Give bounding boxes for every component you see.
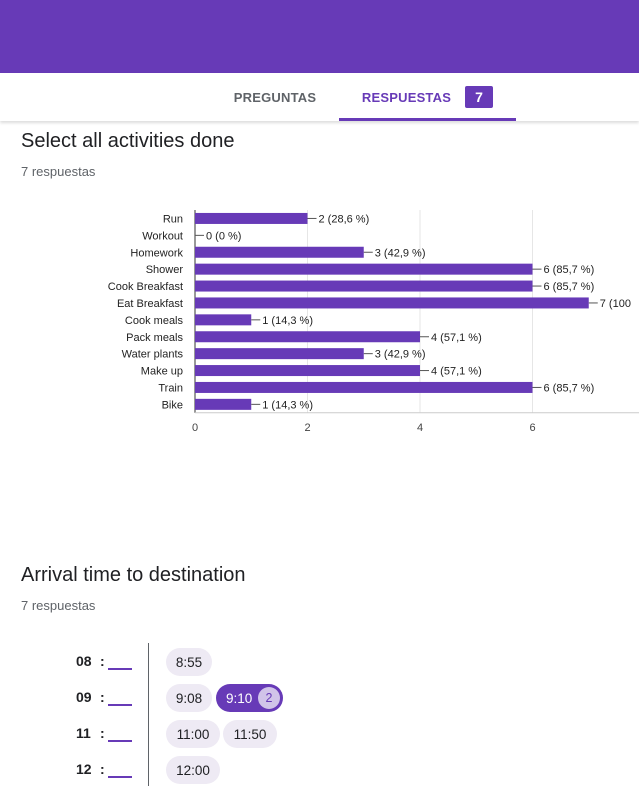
time-chip[interactable]: 11:00 (166, 720, 220, 748)
data-label: 1 (14,3 %) (262, 399, 313, 411)
data-label: 1 (14,3 %) (262, 315, 313, 327)
category-label: Bike (162, 399, 183, 411)
category-label: Homework (130, 247, 183, 259)
tab-questions-label: PREGUNTAS (233, 89, 317, 105)
tab-responses[interactable]: RESPUESTAS 7 (339, 73, 516, 121)
time-chip[interactable]: 12:00 (166, 756, 220, 784)
data-label: 2 (28,6 %) (319, 213, 370, 225)
hour-separator: : (100, 653, 105, 669)
hour-label: 11 (76, 725, 91, 741)
data-label: 6 (85,7 %) (544, 264, 595, 276)
x-tick-label: 2 (304, 422, 310, 434)
time-chip-count: 2 (258, 687, 280, 709)
bar (195, 212, 308, 224)
time-divider (148, 643, 149, 786)
bar (195, 398, 252, 410)
minute-underline (108, 668, 132, 670)
category-label: Water plants (122, 349, 184, 361)
category-label: Eat Breakfast (117, 298, 183, 310)
data-label: 0 (0 %) (206, 230, 241, 242)
time-chip[interactable]: 11:50 (223, 720, 277, 748)
tab-bar: PREGUNTAS RESPUESTAS 7 (0, 73, 639, 121)
bar (195, 280, 533, 292)
data-label: 4 (57,1 %) (431, 332, 482, 344)
bar (195, 297, 589, 309)
x-tick-label: 0 (192, 422, 198, 434)
category-label: Cook meals (125, 315, 184, 327)
bar (195, 348, 364, 360)
header-banner (0, 0, 639, 73)
time-chip-label: 11:00 (176, 726, 210, 742)
category-label: Pack meals (126, 332, 183, 344)
hour-row-11: 11 : (60, 721, 140, 747)
minute-underline (108, 776, 132, 778)
time-chip-label: 9:08 (175, 690, 203, 706)
hour-separator: : (100, 761, 105, 777)
hour-row-09: 09 : (60, 685, 140, 711)
time-chip-selected[interactable]: 9:10 2 (216, 684, 283, 712)
data-label: 4 (57,1 %) (431, 366, 482, 378)
responses-count-badge: 7 (465, 86, 494, 108)
x-tick-label: 6 (529, 422, 535, 434)
hour-label: 08 (76, 653, 92, 669)
data-label: 3 (42,9 %) (375, 349, 426, 361)
data-label: 6 (85,7 %) (544, 281, 595, 293)
bar (195, 331, 420, 343)
bar (195, 365, 420, 377)
time-chip[interactable]: 9:08 (166, 684, 212, 712)
hour-separator: : (100, 725, 105, 741)
minute-underline (108, 704, 132, 706)
hour-label: 09 (76, 689, 92, 705)
data-label: 3 (42,9 %) (375, 247, 426, 259)
response-count-arrival: 7 respuestas (21, 598, 96, 613)
hour-row-12: 12 : (60, 757, 140, 783)
category-label: Workout (142, 230, 183, 242)
question-title-arrival: Arrival time to destination (21, 564, 246, 586)
category-label: Shower (146, 264, 184, 276)
bar (195, 381, 533, 393)
hour-separator: : (100, 689, 105, 705)
hour-label: 12 (76, 761, 92, 777)
hour-row-08: 08 : (60, 649, 140, 675)
active-tab-indicator (339, 118, 516, 121)
bar (195, 263, 533, 275)
time-chip-label: 9:10 (226, 690, 253, 706)
x-tick-label: 4 (417, 422, 423, 434)
response-count: 7 respuestas (21, 164, 96, 179)
tab-questions[interactable]: PREGUNTAS (220, 73, 330, 121)
bar (195, 246, 364, 258)
time-chip-label: 11:50 (233, 726, 267, 742)
category-label: Run (163, 213, 183, 225)
bar (195, 314, 252, 326)
data-label: 7 (100 (600, 298, 631, 310)
time-chip[interactable]: 8:55 (166, 648, 212, 676)
time-chip-label: 12:00 (176, 762, 210, 778)
minute-underline (108, 740, 132, 742)
question-title: Select all activities done (21, 130, 235, 152)
tab-responses-label: RESPUESTAS (361, 89, 452, 105)
time-chip-label: 8:55 (175, 654, 203, 670)
category-label: Train (158, 382, 183, 394)
category-label: Cook Breakfast (108, 281, 183, 293)
data-label: 6 (85,7 %) (544, 382, 595, 394)
activities-bar-chart: 0 2 4 6 Run 2 (28,6 %) Workout 0 (0 %) Homework 3… (108, 210, 639, 434)
category-label: Make up (141, 366, 183, 378)
